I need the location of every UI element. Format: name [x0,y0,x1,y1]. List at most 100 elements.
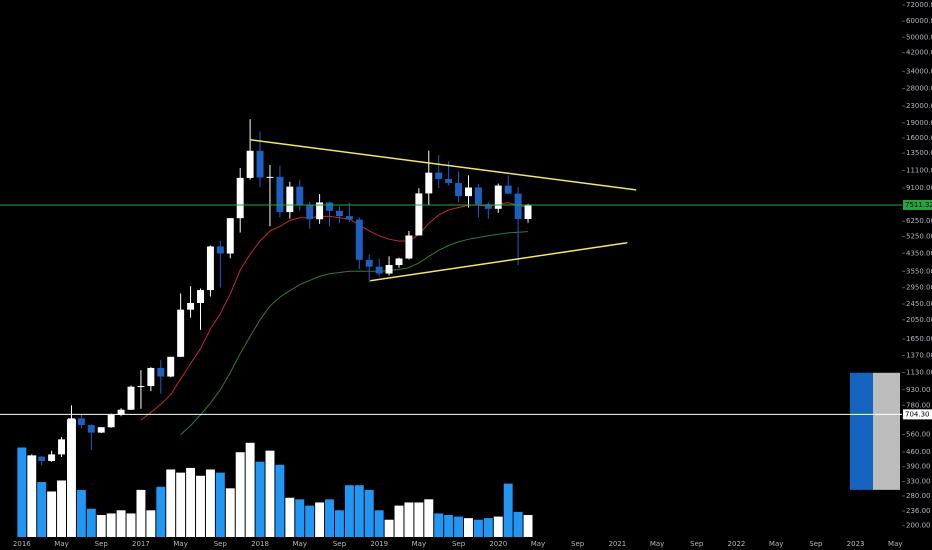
candle-body [107,414,115,428]
candle-body [147,367,155,387]
candle-body [326,202,333,211]
volume-bar [66,419,76,537]
y-tick-label: 3550.00 [906,267,932,275]
volume-profile-up [873,372,900,490]
candle-body [226,218,234,254]
y-tick-label: 236.00 [906,507,931,515]
price-label: 7511.32 [905,201,932,209]
volume-bar [136,489,146,537]
volume-bar [295,499,305,537]
candle-body [187,302,195,310]
candle-body [137,386,145,388]
volume-bar [374,510,384,537]
candle-body [385,265,393,274]
volume-bar [325,499,334,537]
trendline [250,139,637,191]
y-tick-label: 11100.00 [906,166,932,174]
volume-bar [255,461,265,537]
x-tick-label: May [293,540,307,548]
y-tick-label: 72000.00 [906,1,932,9]
candle-body [514,193,522,219]
candle-body [197,290,204,303]
volume-bar [205,469,215,537]
candle-body [494,185,502,209]
y-tick-label: 5250.00 [906,233,932,241]
y-tick-label: 930.00 [906,386,931,394]
x-tick-label: 2021 [608,540,626,548]
volume-bar [354,485,364,537]
candle-body [524,205,532,219]
candle-body [77,418,85,426]
volume-bar [265,450,275,537]
volume-bar [57,480,67,537]
candle-body [445,178,453,183]
candle-body [425,172,433,194]
volume-bar [86,508,96,537]
x-tick-label: May [173,540,187,548]
volume-bar [513,511,523,537]
x-tick-label: Sep [571,540,585,548]
y-tick-label: 23000.00 [906,102,932,110]
volume-bar [334,510,344,537]
candle-body [38,456,46,461]
candle-body [87,425,95,433]
y-tick-label: 560.00 [906,431,931,439]
x-tick-label: 2023 [847,540,865,548]
volume-bar [146,510,156,537]
candle-body [504,185,512,194]
volume-bar [76,489,86,537]
volume-bar [116,510,126,537]
x-tick-label: May [888,540,902,548]
candle-body [167,356,175,377]
y-tick-label: 200.00 [906,522,931,530]
x-tick-label: 2022 [728,540,746,548]
candle-body [405,235,413,259]
y-tick-label: 28000.00 [906,85,932,93]
x-tick-label: May [650,540,664,548]
x-tick-label: Sep [333,540,347,548]
price-label: 704.30 [905,410,930,418]
x-tick-label: May [412,540,426,548]
volume-bar [503,483,513,537]
candle-body [455,182,463,197]
x-tick-label: Sep [452,540,466,548]
candle-body [465,187,472,197]
candle-body [316,202,324,220]
trendline [370,242,628,282]
volume-bar [215,472,225,537]
volume-bar [364,489,374,537]
y-tick-label: 1370.00 [906,351,932,359]
volume-bar [394,505,404,537]
x-tick-label: May [54,540,68,548]
volume-bar [126,513,136,537]
y-tick-label: 60000.00 [906,17,932,25]
x-tick-label: May [531,540,545,548]
volume-bar [27,455,37,537]
volume-bar [37,482,47,537]
volume-bar [434,513,444,537]
x-tick-label: May [769,540,783,548]
y-tick-label: 280.00 [906,492,931,500]
candle-body [365,259,373,267]
candle-body [276,176,284,213]
x-tick-label: 2019 [370,540,388,548]
candle-body [296,186,304,206]
volume-bar [196,475,205,537]
y-tick-label: 460.00 [906,448,931,456]
candle-body [117,409,125,415]
candle-body [335,210,343,217]
x-tick-label: 2020 [489,540,507,548]
candle-body [177,309,185,357]
y-tick-label: 16000.00 [906,134,932,142]
volume-bar [444,515,454,537]
candle-body [216,246,224,254]
volume-bar [176,472,186,537]
candle-body [415,193,423,236]
candle-body [236,177,244,219]
y-tick-label: 19000.00 [906,119,932,127]
volume-bar [523,515,533,537]
candle-body [206,246,214,291]
volume-bar [424,499,434,537]
candle-body [484,204,492,209]
